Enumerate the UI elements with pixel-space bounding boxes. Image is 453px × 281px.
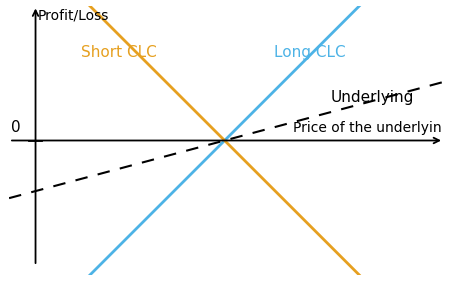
Text: 0: 0	[11, 120, 20, 135]
Text: Price of the underlyin: Price of the underlyin	[294, 121, 442, 135]
Text: Underlying: Underlying	[331, 90, 414, 105]
Text: Short CLC: Short CLC	[81, 45, 157, 60]
Text: Profit/Loss: Profit/Loss	[38, 8, 109, 22]
Text: Long CLC: Long CLC	[274, 45, 345, 60]
